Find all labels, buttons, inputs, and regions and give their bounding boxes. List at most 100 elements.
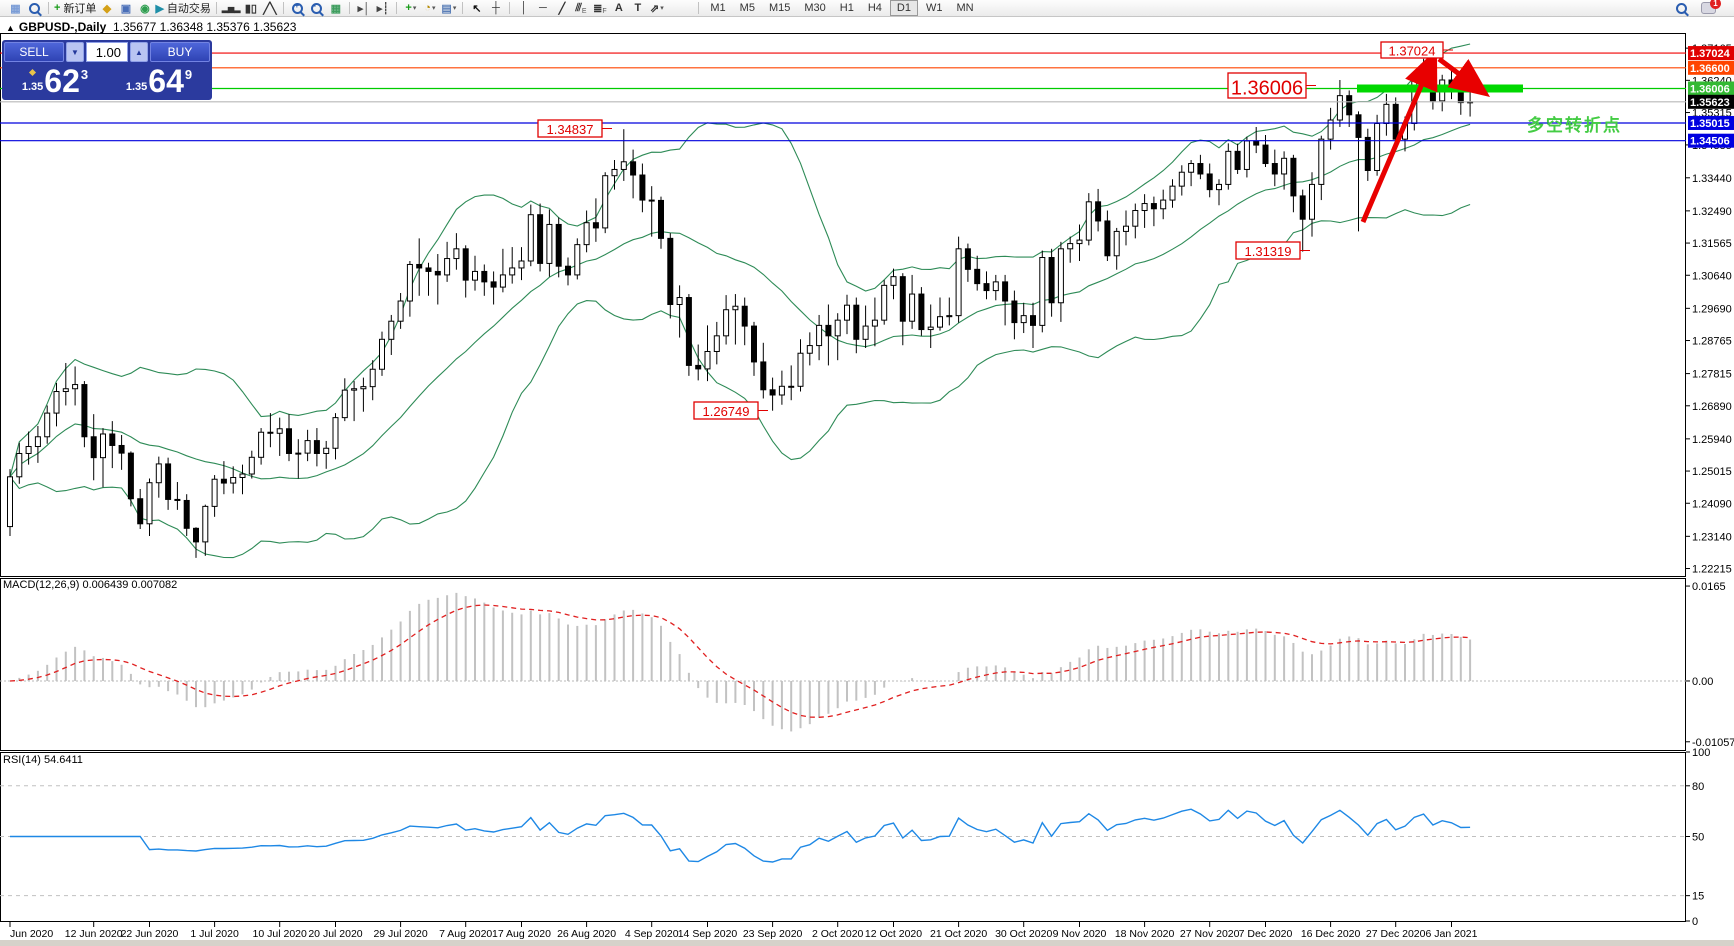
text-icon[interactable]: A <box>614 2 623 14</box>
buy-button[interactable]: BUY <box>150 42 210 62</box>
templates-icon[interactable]: ▤ ▾ <box>441 2 457 15</box>
timeframe-button-m30[interactable]: M30 <box>804 2 826 14</box>
rsi-tick-label: 50 <box>1692 832 1704 844</box>
ask-price[interactable]: 1.35 64 9 <box>108 64 210 97</box>
candle-bearish <box>462 248 469 281</box>
candle-bullish <box>472 270 478 281</box>
horizontal-line-objects[interactable]: 1.370241.366001.360061.356231.350151.345… <box>0 46 1734 148</box>
toolbar-separator <box>698 2 700 14</box>
volume-increase-button[interactable]: ▲ <box>130 42 148 62</box>
collapse-icon[interactable]: ▲ <box>6 23 15 33</box>
data-window-icon[interactable] <box>26 1 43 16</box>
candle-bearish <box>760 361 767 391</box>
trendline-icon[interactable]: ╱ <box>558 2 566 15</box>
new-order-icon[interactable]: + 新订单 <box>54 2 97 15</box>
annotation-price-label <box>1380 41 1444 59</box>
signals-icon[interactable]: ◉ <box>140 2 150 15</box>
bar-chart-icon[interactable]: ▂▅▂ <box>221 3 241 13</box>
candlestick-chart-icon[interactable]: ▮▯ <box>244 2 257 15</box>
crosshair-icon[interactable]: ┼ <box>491 2 500 14</box>
candle-bullish <box>881 284 888 321</box>
add-indicator-icon[interactable]: + ▾ <box>405 2 417 14</box>
new-chart-icon[interactable]: ▦ <box>10 2 21 15</box>
bottom-scroll-strip[interactable] <box>0 940 1734 946</box>
arrows-icon[interactable]: ⇗ ▾ <box>650 2 664 15</box>
candle-bullish <box>1160 199 1167 210</box>
horizontal-line-icon[interactable]: ─ <box>538 2 547 14</box>
volume-decrease-button[interactable]: ▼ <box>66 42 84 62</box>
volume-input[interactable]: 1.00 <box>86 42 128 62</box>
candle-bullish <box>1188 163 1195 173</box>
timeframe-button-h4[interactable]: H4 <box>867 2 882 14</box>
zoom-in-icon[interactable]: + <box>289 1 306 16</box>
price-badge <box>1688 115 1734 130</box>
date-tick-label: 29 Jul 2020 <box>373 928 427 940</box>
candle-bullish <box>909 293 916 322</box>
cursor-icon[interactable]: ↖ <box>472 2 482 15</box>
candle-bullish <box>258 431 265 458</box>
candle-bearish <box>565 265 571 276</box>
price-tick-label: 1.31565 <box>1692 238 1732 250</box>
candle-bullish <box>44 412 51 438</box>
candle-bullish <box>955 248 962 317</box>
fibonacci-icon[interactable]: ≣ F <box>593 2 607 15</box>
styles-bucket-icon[interactable]: ◆ <box>102 2 112 15</box>
candle-bearish <box>1234 150 1241 170</box>
candle-bearish <box>537 214 544 264</box>
timeframe-button-m15[interactable]: M15 <box>768 2 791 14</box>
rsi-panel: 100 80 50 15 0 <box>0 747 1710 928</box>
timeframe-button-mn[interactable]: MN <box>956 2 974 14</box>
up-trend-arrow <box>1360 48 1438 223</box>
bid-price[interactable]: 1.35 62 3 <box>4 63 106 99</box>
timeframe-button-w1[interactable]: W1 <box>925 2 943 14</box>
candle-bullish <box>444 258 451 276</box>
timeframe-button-h1[interactable]: H1 <box>839 2 854 14</box>
candle-bullish <box>788 385 795 388</box>
period-clock-icon[interactable]: ◔ ▾ <box>424 2 436 14</box>
auto-trading-icon[interactable]: ▶ 自动交易 <box>155 2 211 16</box>
timeframe-button-m5[interactable]: M5 <box>739 2 755 14</box>
timeframe-button-d1[interactable]: D1 <box>889 0 918 16</box>
candle-bearish <box>825 324 832 337</box>
candle-bearish <box>685 297 692 366</box>
line-chart-icon[interactable]: ╱╲ <box>263 2 277 15</box>
zoom-out-icon[interactable]: - <box>308 1 325 16</box>
text-label-icon[interactable]: T <box>634 2 642 14</box>
date-tick-label: 26 Aug 2020 <box>557 928 616 940</box>
candle-bullish <box>202 505 209 543</box>
notifications-icon[interactable]: 1 <box>1701 0 1721 14</box>
channel-icon[interactable]: ⫻ E <box>575 1 587 15</box>
price-badge <box>1688 133 1734 148</box>
candle-bearish <box>127 452 134 500</box>
candle-bullish <box>1336 95 1343 121</box>
candle-bullish <box>295 452 302 455</box>
candle-bearish <box>983 283 990 292</box>
rsi-tick-label: 100 <box>1692 747 1710 759</box>
bid-pips: 62 <box>44 63 80 99</box>
annotations[interactable]: 1.37024 1.36006 1.34837 1.31319 1.26749 多空转折点 <box>537 41 1622 420</box>
scroll-to-end-icon[interactable]: ▸│ <box>357 2 371 15</box>
chart-shift-icon[interactable]: ▸┊ <box>376 2 389 15</box>
price-tick-label: 1.26890 <box>1692 401 1732 413</box>
timeframe-button-m1[interactable]: M1 <box>710 2 726 14</box>
candle-bullish <box>1169 185 1176 201</box>
tile-windows-icon[interactable]: ▦ <box>330 2 342 15</box>
candle-bullish <box>1281 157 1288 175</box>
candle-bullish <box>797 352 804 387</box>
macd-tick-label: 0.00 <box>1692 676 1713 688</box>
candle-bullish <box>62 388 69 393</box>
zoom-in-icon: + <box>292 1 304 14</box>
candle-bearish <box>1290 157 1297 197</box>
search-icon[interactable] <box>1676 2 1687 14</box>
candle-bullish <box>676 297 683 305</box>
date-tick-label: 27 Nov 2020 <box>1180 928 1240 940</box>
vertical-line-icon[interactable]: │ <box>520 2 528 14</box>
candle-bullish <box>704 350 711 370</box>
annotation-price-text: 1.37024 <box>1389 44 1436 59</box>
sell-button[interactable]: SELL <box>4 42 64 62</box>
cn-turning-point-note: 多空转折点 <box>1527 115 1622 135</box>
candle-bullish <box>100 433 106 459</box>
terminal-icon[interactable]: ▣ <box>120 2 132 15</box>
